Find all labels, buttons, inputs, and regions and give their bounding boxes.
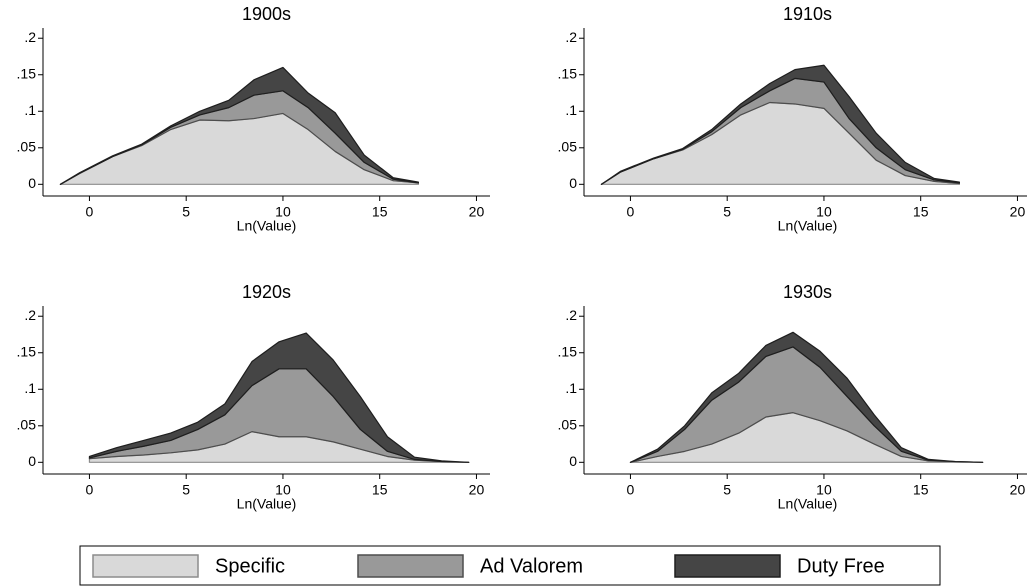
y-tick-label: .15 bbox=[558, 65, 578, 81]
y-tick-label: 0 bbox=[569, 453, 577, 469]
x-tick-label: 10 bbox=[275, 204, 291, 220]
x-tick-label: 10 bbox=[275, 482, 291, 498]
y-tick-label: .15 bbox=[17, 343, 37, 359]
legend-swatch bbox=[92, 554, 199, 578]
y-tick-label: .2 bbox=[24, 307, 36, 323]
x-axis-label: Ln(Value) bbox=[778, 496, 838, 512]
panel-title: 1900s bbox=[242, 4, 291, 24]
legend-label: Ad Valorem bbox=[480, 555, 583, 577]
y-tick-label: .2 bbox=[565, 307, 577, 323]
x-tick-label: 15 bbox=[372, 482, 388, 498]
x-tick-label: 20 bbox=[1010, 482, 1026, 498]
area bbox=[88, 332, 470, 463]
y-tick-label: 0 bbox=[28, 453, 36, 469]
area bbox=[629, 331, 984, 463]
y-tick-label: 0 bbox=[569, 175, 577, 191]
x-tick-label: 5 bbox=[723, 482, 731, 498]
legend-label: Duty Free bbox=[797, 555, 885, 577]
panel-title: 1920s bbox=[242, 282, 291, 302]
area bbox=[59, 66, 420, 185]
x-tick-label: 0 bbox=[627, 204, 635, 220]
x-tick-label: 0 bbox=[627, 482, 635, 498]
legend-label: Specific bbox=[215, 555, 285, 577]
x-tick-label: 20 bbox=[469, 482, 485, 498]
y-tick-label: .2 bbox=[565, 29, 577, 45]
panel-title: 1930s bbox=[783, 282, 832, 302]
panel-title: 1910s bbox=[783, 4, 832, 24]
y-tick-label: .05 bbox=[17, 138, 37, 154]
legend-box bbox=[79, 545, 941, 586]
y-tick-label: .05 bbox=[17, 416, 37, 432]
y-tick-label: .1 bbox=[565, 380, 577, 396]
y-tick-label: .1 bbox=[565, 102, 577, 118]
x-tick-label: 0 bbox=[86, 204, 94, 220]
x-tick-label: 15 bbox=[372, 204, 388, 220]
area bbox=[600, 64, 961, 185]
y-tick-label: .05 bbox=[558, 138, 578, 154]
y-tick-label: .1 bbox=[24, 380, 36, 396]
x-tick-label: 10 bbox=[816, 204, 832, 220]
y-tick-label: .15 bbox=[558, 343, 578, 359]
x-axis-label: Ln(Value) bbox=[778, 218, 838, 234]
x-axis-label: Ln(Value) bbox=[237, 496, 297, 512]
x-tick-label: 20 bbox=[1010, 204, 1026, 220]
y-tick-label: .05 bbox=[558, 416, 578, 432]
legend-swatch bbox=[357, 554, 464, 578]
x-axis-label: Ln(Value) bbox=[237, 218, 297, 234]
x-tick-label: 15 bbox=[913, 482, 929, 498]
area bbox=[59, 112, 420, 185]
y-tick-label: .2 bbox=[24, 29, 36, 45]
x-tick-label: 0 bbox=[86, 482, 94, 498]
legend-swatch bbox=[674, 554, 781, 578]
x-tick-label: 5 bbox=[723, 204, 731, 220]
x-tick-label: 5 bbox=[182, 204, 190, 220]
x-tick-label: 15 bbox=[913, 204, 929, 220]
x-tick-label: 10 bbox=[816, 482, 832, 498]
y-tick-label: 0 bbox=[28, 175, 36, 191]
y-tick-label: .15 bbox=[17, 65, 37, 81]
x-tick-label: 5 bbox=[182, 482, 190, 498]
x-tick-label: 20 bbox=[469, 204, 485, 220]
y-tick-label: .1 bbox=[24, 102, 36, 118]
